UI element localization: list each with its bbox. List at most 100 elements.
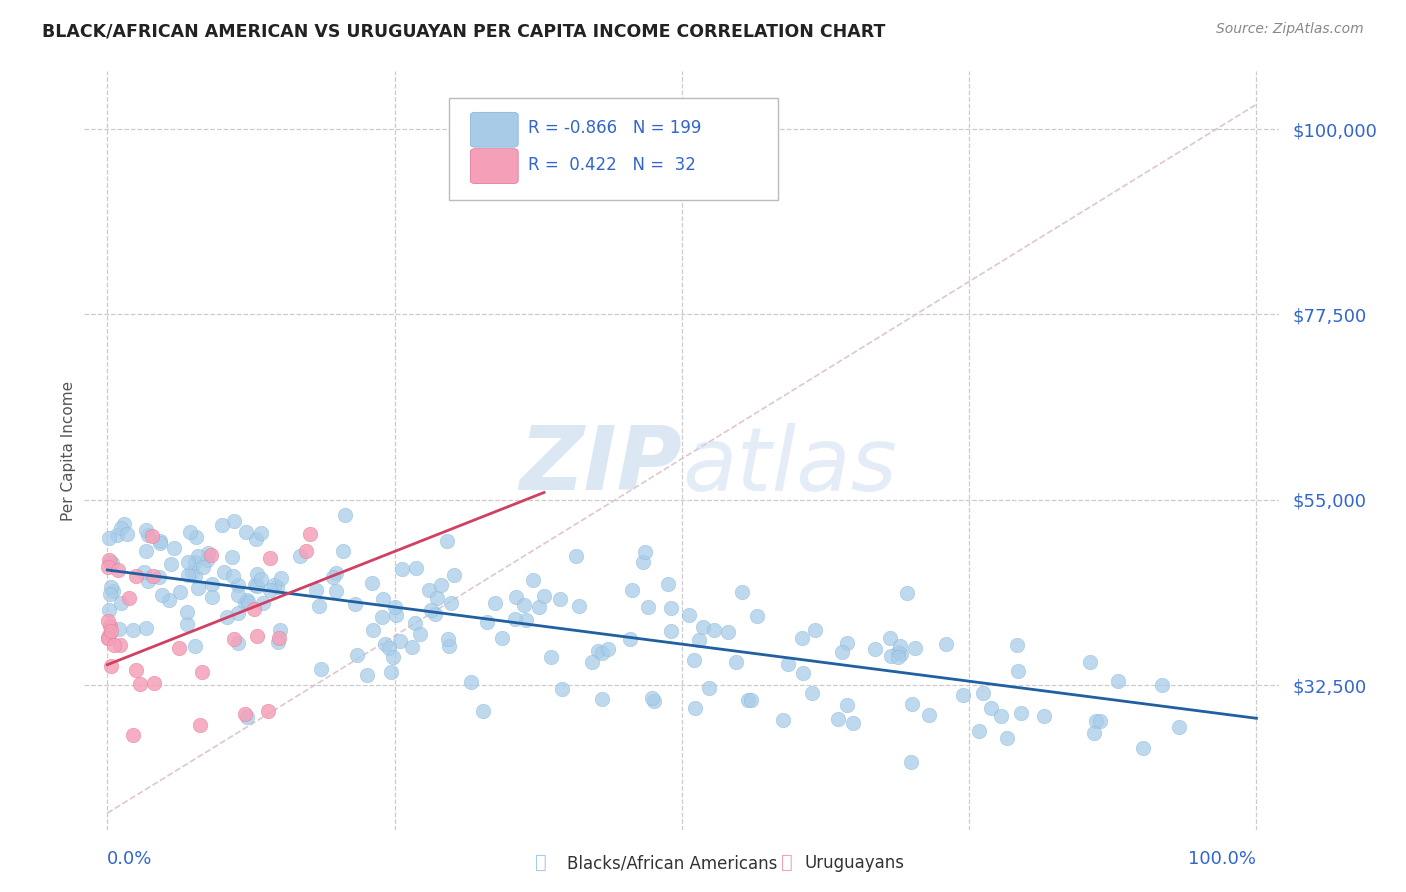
Uruguayans — [294, 543, 316, 558]
Blacks/African Americans — [333, 508, 356, 522]
Blacks/African Americans — [224, 514, 246, 528]
Blacks/African Americans — [835, 636, 858, 650]
Blacks/African Americans — [621, 583, 644, 598]
Blacks/African Americans — [325, 566, 347, 580]
Blacks/African Americans — [1033, 709, 1056, 723]
Blacks/African Americans — [565, 549, 588, 563]
Blacks/African Americans — [640, 691, 662, 706]
Blacks/African Americans — [309, 662, 332, 676]
Blacks/African Americans — [97, 628, 120, 642]
Uruguayans — [141, 529, 163, 543]
Blacks/African Americans — [266, 581, 288, 595]
Blacks/African Americans — [221, 569, 243, 583]
Blacks/African Americans — [263, 578, 285, 592]
Blacks/African Americans — [896, 586, 918, 600]
FancyBboxPatch shape — [449, 98, 778, 201]
Blacks/African Americans — [842, 715, 865, 730]
Blacks/African Americans — [405, 561, 427, 575]
Blacks/African Americans — [184, 640, 207, 654]
Uruguayans — [121, 729, 143, 743]
Blacks/African Americans — [731, 584, 754, 599]
Blacks/African Americans — [308, 599, 330, 613]
Blacks/African Americans — [226, 588, 249, 602]
Blacks/African Americans — [136, 528, 159, 542]
Blacks/African Americans — [169, 585, 191, 599]
Blacks/African Americans — [197, 545, 219, 559]
Blacks/African Americans — [148, 570, 170, 584]
Blacks/African Americans — [1005, 638, 1028, 652]
Uruguayans — [167, 640, 190, 655]
Blacks/African Americans — [385, 608, 408, 623]
Blacks/African Americans — [903, 640, 925, 655]
Blacks/African Americans — [201, 591, 224, 605]
Blacks/African Americans — [388, 633, 411, 648]
Uruguayans — [188, 718, 211, 732]
Blacks/African Americans — [800, 686, 823, 700]
Blacks/African Americans — [108, 622, 131, 636]
FancyBboxPatch shape — [471, 149, 519, 184]
Blacks/African Americans — [889, 639, 911, 653]
Blacks/African Americans — [377, 641, 399, 656]
Blacks/African Americans — [699, 681, 721, 695]
Blacks/African Americans — [426, 591, 449, 605]
Blacks/African Americans — [637, 599, 659, 614]
Uruguayans — [190, 665, 212, 679]
Uruguayans — [222, 632, 245, 647]
Blacks/African Americans — [184, 555, 207, 569]
Blacks/African Americans — [880, 648, 903, 663]
Blacks/African Americans — [371, 591, 394, 606]
Blacks/African Americans — [972, 686, 994, 700]
Uruguayans — [143, 675, 166, 690]
Blacks/African Americans — [245, 578, 267, 592]
Blacks/African Americans — [591, 691, 613, 706]
Blacks/African Americans — [678, 608, 700, 623]
Blacks/African Americans — [409, 627, 432, 641]
Blacks/African Americans — [831, 645, 853, 659]
FancyBboxPatch shape — [471, 112, 519, 147]
Blacks/African Americans — [401, 640, 423, 654]
Y-axis label: Per Capita Income: Per Capita Income — [60, 380, 76, 521]
Blacks/African Americans — [890, 647, 912, 661]
Blacks/African Americans — [384, 600, 406, 615]
Blacks/African Americans — [112, 517, 135, 532]
Blacks/African Americans — [132, 565, 155, 579]
Blacks/African Americans — [191, 559, 214, 574]
Blacks/African Americans — [436, 533, 458, 548]
Blacks/African Americans — [835, 698, 858, 712]
Blacks/African Americans — [217, 609, 239, 624]
Blacks/African Americans — [418, 582, 440, 597]
Blacks/African Americans — [187, 549, 209, 563]
Blacks/African Americans — [105, 527, 128, 541]
Text: ZIP: ZIP — [519, 422, 682, 509]
Uruguayans — [98, 619, 121, 633]
Blacks/African Americans — [1078, 656, 1101, 670]
Blacks/African Americans — [980, 701, 1002, 715]
Blacks/African Americans — [1084, 714, 1107, 728]
Text: Blacks/African Americans: Blacks/African Americans — [567, 855, 778, 872]
Blacks/African Americans — [371, 609, 394, 624]
Blacks/African Americans — [195, 553, 218, 567]
Uruguayans — [259, 551, 281, 566]
Blacks/African Americans — [235, 525, 257, 540]
Blacks/African Americans — [952, 688, 974, 702]
Blacks/African Americans — [226, 636, 249, 650]
Blacks/African Americans — [110, 521, 132, 535]
Text: R =  0.422   N =  32: R = 0.422 N = 32 — [527, 156, 696, 174]
Blacks/African Americans — [159, 557, 181, 571]
Uruguayans — [118, 591, 141, 605]
Blacks/African Americans — [176, 605, 198, 619]
Blacks/African Americans — [249, 572, 271, 586]
Blacks/African Americans — [685, 701, 707, 715]
Uruguayans — [298, 527, 321, 541]
Uruguayans — [98, 553, 121, 567]
Blacks/African Americans — [505, 612, 527, 626]
Blacks/African Americans — [540, 649, 562, 664]
Blacks/African Americans — [98, 587, 121, 601]
Blacks/African Americans — [212, 566, 235, 580]
Blacks/African Americans — [391, 561, 413, 575]
Blacks/African Americans — [688, 632, 710, 647]
Blacks/African Americans — [163, 541, 186, 556]
Blacks/African Americans — [725, 656, 748, 670]
Uruguayans — [129, 676, 152, 690]
Text: Uruguayans: Uruguayans — [804, 855, 904, 872]
